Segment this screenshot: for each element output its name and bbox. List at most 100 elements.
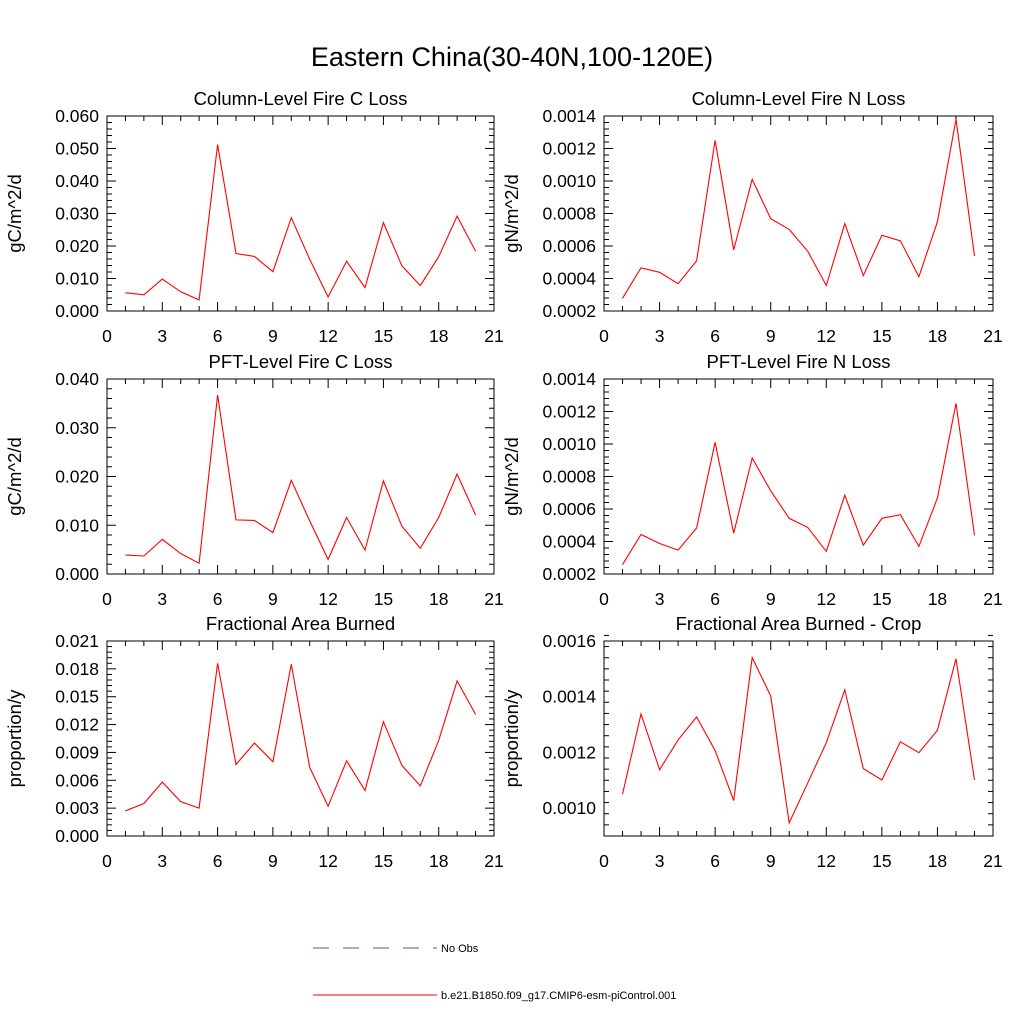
- x-tick-label: 6: [213, 326, 223, 346]
- y-tick-label: 0.0014: [542, 106, 596, 126]
- chart-title: Column-Level Fire N Loss: [692, 88, 906, 109]
- x-tick-label: 15: [872, 589, 891, 609]
- chart-panel-5: Fractional Area Burned proportion/y 0 3 6 9 12…: [4, 613, 504, 871]
- x-tick-label: 3: [157, 326, 167, 346]
- x-tick-label: 12: [318, 326, 337, 346]
- x-tick-label: 18: [928, 851, 947, 871]
- y-axis-label: gC/m^2/d: [4, 174, 25, 253]
- y-tick-label: 0.020: [55, 467, 99, 487]
- x-tick-label: 3: [157, 589, 167, 609]
- y-tick-label: 0.0002: [542, 564, 596, 584]
- y-axis-label: proportion/y: [4, 689, 25, 787]
- x-tick-label: 0: [599, 326, 609, 346]
- y-tick-label: 0.0006: [542, 499, 596, 519]
- x-tick-label: 3: [655, 589, 665, 609]
- x-tick-label: 6: [710, 326, 720, 346]
- y-tick-label: 0.006: [55, 770, 99, 790]
- series-line: [622, 119, 976, 299]
- x-tick-label: 21: [983, 851, 1002, 871]
- y-axis-label: proportion/y: [501, 689, 522, 787]
- legend: No Obs b.e21.B1850.f09_g17.CMIP6-esm-piCo…: [313, 943, 676, 1002]
- x-tick-label: 15: [374, 851, 393, 871]
- y-tick-label: 0.021: [55, 631, 99, 651]
- x-tick-label: 12: [318, 589, 337, 609]
- x-tick-label: 18: [429, 326, 448, 346]
- chart-title: PFT-Level Fire C Loss: [208, 351, 392, 372]
- y-tick-label: 0.0004: [542, 269, 596, 289]
- x-tick-label: 9: [766, 851, 776, 871]
- x-tick-label: 18: [928, 589, 947, 609]
- y-axis-label: gC/m^2/d: [4, 437, 25, 516]
- x-tick-label: 15: [374, 326, 393, 346]
- x-tick-label: 21: [484, 851, 503, 871]
- x-tick-label: 18: [429, 851, 448, 871]
- x-tick-label: 9: [268, 326, 278, 346]
- y-axis-label: gN/m^2/d: [501, 174, 522, 253]
- x-tick-label: 3: [157, 851, 167, 871]
- legend-label-1: No Obs: [441, 943, 479, 955]
- legend-label-2: b.e21.B1850.f09_g17.CMIP6-esm-piControl.…: [441, 990, 676, 1002]
- plot-frame: [106, 640, 495, 837]
- y-tick-label: 0.000: [55, 564, 99, 584]
- x-tick-label: 9: [766, 326, 776, 346]
- y-tick-label: 0.0016: [542, 631, 596, 651]
- y-tick-label: 0.0008: [542, 204, 596, 224]
- x-tick-label: 12: [817, 589, 836, 609]
- chart-title: Fractional Area Burned - Crop: [676, 613, 922, 634]
- x-tick-label: 15: [872, 326, 891, 346]
- x-tick-label: 21: [484, 326, 503, 346]
- plot-frame: [106, 115, 495, 312]
- y-tick-label: 0.009: [55, 742, 99, 762]
- y-tick-label: 0.030: [55, 204, 99, 224]
- x-tick-label: 9: [268, 851, 278, 871]
- chart-panel-6: Fractional Area Burned - Crop proportion/…: [501, 613, 1003, 871]
- figure-title: Eastern China(30-40N,100-120E): [311, 42, 713, 72]
- x-tick-label: 0: [599, 589, 609, 609]
- series-line: [125, 144, 477, 301]
- x-tick-label: 18: [429, 589, 448, 609]
- series-line: [125, 663, 477, 812]
- y-tick-label: 0.000: [55, 301, 99, 321]
- y-tick-label: 0.0002: [542, 301, 596, 321]
- x-tick-label: 0: [102, 851, 112, 871]
- y-tick-label: 0.000: [55, 826, 99, 846]
- y-tick-label: 0.010: [55, 269, 99, 289]
- panels: Column-Level Fire C Loss gC/m^2/d 0 3 6 9 12 15…: [4, 88, 1003, 871]
- x-tick-label: 6: [710, 851, 720, 871]
- x-tick-label: 6: [213, 589, 223, 609]
- y-tick-label: 0.0010: [542, 798, 596, 818]
- x-tick-label: 3: [655, 326, 665, 346]
- x-tick-label: 6: [710, 589, 720, 609]
- x-tick-label: 0: [102, 326, 112, 346]
- y-tick-label: 0.0012: [542, 139, 596, 159]
- y-tick-label: 0.040: [55, 369, 99, 389]
- x-tick-label: 6: [213, 851, 223, 871]
- series-line: [621, 655, 976, 825]
- chart-panel-4: PFT-Level Fire N Loss gN/m^2/d 0 3 6 9 12 15 18 2…: [501, 351, 1003, 609]
- y-tick-label: 0.015: [55, 687, 99, 707]
- x-tick-label: 18: [928, 326, 947, 346]
- y-tick-label: 0.0004: [542, 532, 596, 552]
- x-tick-label: 21: [484, 589, 503, 609]
- y-tick-label: 0.0010: [542, 434, 596, 454]
- x-tick-label: 9: [766, 589, 776, 609]
- x-tick-label: 0: [599, 851, 609, 871]
- plot-frame: [603, 640, 994, 837]
- series-line: [125, 395, 477, 565]
- chart-panel-1: Column-Level Fire C Loss gC/m^2/d 0 3 6 9 12 15…: [4, 88, 504, 346]
- chart-title: Fractional Area Burned: [206, 613, 395, 634]
- x-tick-label: 12: [817, 326, 836, 346]
- plot-frame: [106, 378, 495, 575]
- x-tick-label: 0: [102, 589, 112, 609]
- y-tick-label: 0.0012: [542, 402, 596, 422]
- x-tick-label: 9: [268, 589, 278, 609]
- y-axis-label: gN/m^2/d: [501, 437, 522, 516]
- y-tick-label: 0.018: [55, 659, 99, 679]
- x-tick-label: 3: [655, 851, 665, 871]
- y-tick-label: 0.060: [55, 106, 99, 126]
- y-tick-label: 0.0014: [542, 369, 596, 389]
- y-tick-label: 0.012: [55, 715, 99, 735]
- x-tick-label: 12: [817, 851, 836, 871]
- y-tick-label: 0.050: [55, 139, 99, 159]
